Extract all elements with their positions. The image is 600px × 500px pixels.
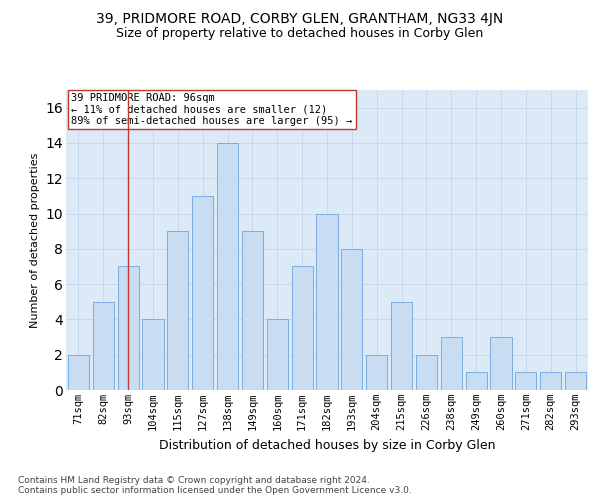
Bar xyxy=(142,320,164,390)
Bar xyxy=(93,302,114,390)
Bar xyxy=(540,372,561,390)
Bar xyxy=(292,266,313,390)
Bar xyxy=(565,372,586,390)
Text: Contains HM Land Registry data © Crown copyright and database right 2024.
Contai: Contains HM Land Registry data © Crown c… xyxy=(18,476,412,495)
Bar xyxy=(441,337,462,390)
Bar xyxy=(267,320,288,390)
Text: 39, PRIDMORE ROAD, CORBY GLEN, GRANTHAM, NG33 4JN: 39, PRIDMORE ROAD, CORBY GLEN, GRANTHAM,… xyxy=(97,12,503,26)
Bar xyxy=(192,196,213,390)
Bar xyxy=(167,231,188,390)
Bar xyxy=(68,354,89,390)
Bar xyxy=(217,143,238,390)
Bar xyxy=(515,372,536,390)
Text: 39 PRIDMORE ROAD: 96sqm
← 11% of detached houses are smaller (12)
89% of semi-de: 39 PRIDMORE ROAD: 96sqm ← 11% of detache… xyxy=(71,93,352,126)
Bar xyxy=(416,354,437,390)
Bar xyxy=(490,337,512,390)
Bar xyxy=(242,231,263,390)
Y-axis label: Number of detached properties: Number of detached properties xyxy=(30,152,40,328)
X-axis label: Distribution of detached houses by size in Corby Glen: Distribution of detached houses by size … xyxy=(159,438,495,452)
Bar xyxy=(391,302,412,390)
Bar xyxy=(316,214,338,390)
Bar xyxy=(118,266,139,390)
Text: Size of property relative to detached houses in Corby Glen: Size of property relative to detached ho… xyxy=(116,28,484,40)
Bar xyxy=(466,372,487,390)
Bar xyxy=(341,249,362,390)
Bar xyxy=(366,354,387,390)
